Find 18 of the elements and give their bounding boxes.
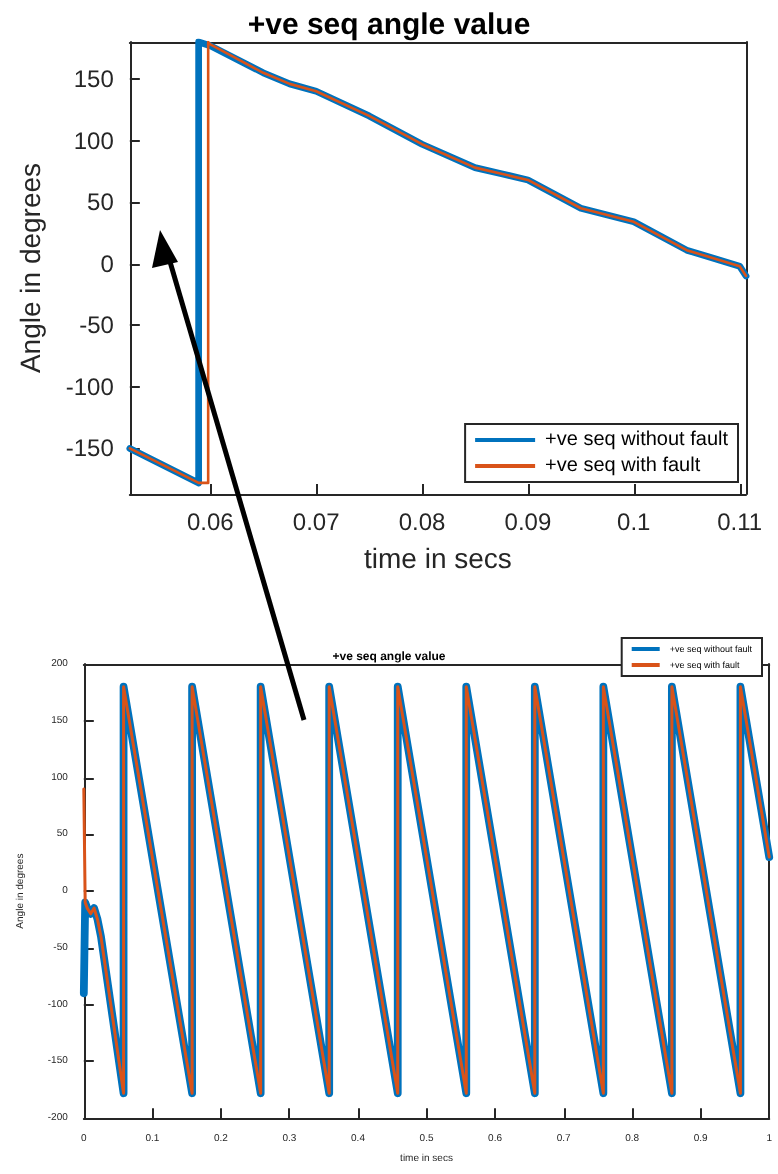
x-tick-label: 0.08 [398, 508, 447, 536]
y-tick-label: -100 [65, 372, 115, 401]
x-tick-label: 0.1 [617, 508, 652, 536]
legend-label: +ve seq with fault [545, 455, 701, 477]
x-tick-label: 0.07 [292, 508, 341, 536]
y-tick-label: -150 [65, 434, 115, 463]
chart-title: +ve seq angle value [247, 8, 531, 42]
legend-label: +ve seq without fault [545, 429, 729, 451]
y-axis-title: Angle in degrees [14, 162, 46, 374]
y-tick-label: 100 [73, 126, 115, 155]
x-axis-title: time in secs [364, 541, 512, 574]
x-tick-label: 0.09 [504, 508, 552, 536]
y-tick-label: 150 [73, 64, 115, 93]
y-tick-label: 0 [100, 249, 115, 278]
y-tick-label: -50 [79, 311, 115, 340]
y-tick-label: 50 [87, 188, 115, 217]
x-tick-label: 0.06 [186, 508, 235, 536]
x-tick-label: 0.11 [717, 508, 763, 536]
